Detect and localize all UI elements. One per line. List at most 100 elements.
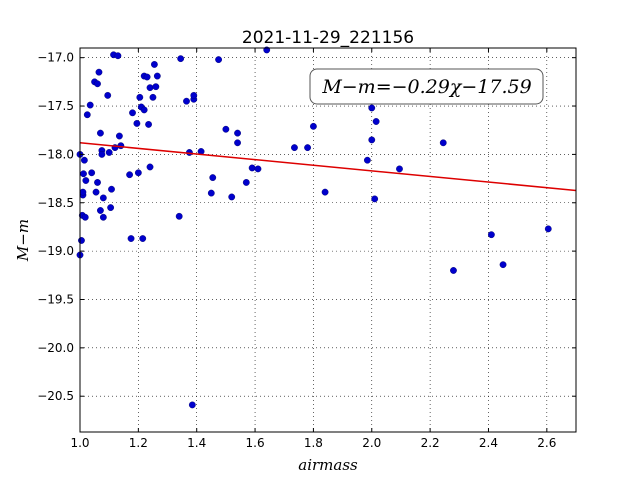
data-point (139, 235, 147, 242)
data-point (234, 129, 241, 137)
data-point (153, 72, 161, 80)
x-tick-label: 2.2 (421, 436, 440, 450)
data-point (94, 179, 101, 186)
data-point (234, 139, 241, 147)
data-point (92, 188, 100, 196)
x-tick-labels: 1.0 1.2 1.4 1.6 1.8 2.0 2.2 2.4 2.6 (70, 436, 556, 450)
data-point (99, 194, 107, 202)
chart-title: 2021-11-29_221156 (242, 28, 414, 48)
data-points (76, 46, 552, 409)
y-tick-label: −18.5 (37, 196, 74, 210)
fit-line (79, 142, 577, 192)
data-point (499, 261, 507, 269)
fit-line-layer (79, 142, 577, 192)
x-tick-label: 2.0 (362, 436, 381, 450)
data-point (98, 150, 106, 158)
y-tick-label: −17.0 (37, 51, 74, 65)
data-point (304, 144, 311, 152)
data-point (228, 193, 236, 201)
data-point (115, 132, 123, 140)
data-point (136, 93, 144, 101)
data-point (94, 80, 101, 88)
data-point (146, 163, 154, 171)
data-point (371, 195, 379, 203)
data-point (134, 169, 142, 177)
data-point (222, 125, 230, 133)
data-point (107, 204, 115, 211)
data-point (368, 104, 376, 112)
data-point (80, 156, 88, 164)
data-point (79, 188, 87, 196)
data-point (114, 52, 122, 60)
y-tick-labels: −17.0 −17.5 −18.0 −18.5 −19.0 −19.5 −20.0 −20.5 (37, 51, 74, 404)
data-point (140, 106, 148, 114)
data-point (78, 237, 85, 244)
data-point (254, 165, 262, 173)
data-point (310, 122, 317, 130)
data-point (487, 231, 495, 239)
data-point (104, 91, 112, 99)
data-point (108, 185, 115, 193)
x-tick-label: 2.6 (537, 436, 556, 450)
x-tick-label: 1.6 (246, 436, 265, 450)
x-tick-label: 1.2 (129, 436, 148, 450)
data-point (396, 165, 403, 173)
y-tick-label: −17.5 (37, 99, 74, 113)
data-point (146, 84, 154, 92)
data-point (242, 179, 250, 186)
data-point (99, 213, 107, 221)
data-point (207, 189, 215, 197)
data-point (97, 129, 104, 137)
data-point (127, 235, 135, 242)
data-point (80, 170, 87, 178)
data-point (175, 212, 183, 220)
data-point (177, 55, 185, 63)
data-point (363, 156, 371, 164)
data-point (439, 139, 447, 147)
data-point (81, 213, 89, 221)
data-point (248, 164, 256, 172)
data-point (117, 142, 125, 150)
data-point (544, 225, 552, 233)
data-point (143, 73, 151, 81)
data-point (95, 68, 103, 76)
data-point (188, 401, 196, 409)
data-point (368, 136, 376, 144)
data-point (209, 174, 217, 182)
grid-lines (79, 48, 576, 432)
data-point (145, 121, 152, 128)
data-point (183, 97, 190, 105)
data-point (190, 91, 198, 99)
axis-ticks (79, 48, 576, 432)
x-axis-label: airmass (298, 456, 358, 474)
x-tick-label: 1.4 (187, 436, 206, 450)
data-point (126, 171, 134, 179)
data-point (291, 144, 298, 152)
data-point (83, 111, 91, 119)
data-point (372, 118, 380, 125)
x-tick-label: 2.4 (479, 436, 498, 450)
data-point (86, 101, 94, 109)
data-point (450, 267, 457, 274)
x-tick-label: 1.0 (70, 436, 89, 450)
data-point (149, 93, 157, 101)
y-tick-label: −18.0 (37, 147, 74, 161)
data-point (215, 56, 222, 64)
y-tick-label: −19.0 (37, 244, 74, 258)
y-tick-label: −20.0 (37, 341, 74, 355)
plot-frame (79, 47, 577, 433)
data-point (97, 207, 104, 214)
data-point (152, 83, 160, 91)
data-point (105, 149, 113, 156)
data-point (82, 177, 90, 184)
equation-annotation: M−m=−0.29χ−17.59 (321, 76, 531, 98)
data-point (150, 61, 158, 68)
y-tick-label: −19.5 (37, 292, 74, 306)
data-point (321, 188, 329, 196)
data-point (129, 109, 136, 117)
data-point (133, 120, 141, 127)
equation-box: M−m=−0.29χ−17.59 (309, 68, 544, 105)
x-tick-label: 1.8 (304, 436, 323, 450)
data-point (88, 169, 96, 177)
